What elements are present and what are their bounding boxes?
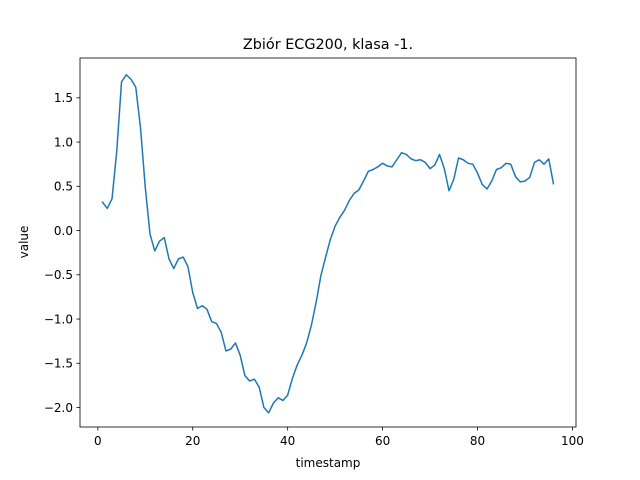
x-axis-ticks: 0 20 40 60 80 100 (94, 427, 584, 448)
y-axis-label: value (17, 226, 31, 259)
x-tick-label: 40 (280, 434, 295, 448)
y-tick-label: 0.5 (54, 180, 73, 194)
x-tick-label: 80 (470, 434, 485, 448)
x-tick-label: 20 (185, 434, 200, 448)
plot-area (79, 57, 577, 428)
x-axis-label: timestamp (296, 456, 361, 470)
y-tick-label: 0.0 (54, 224, 73, 238)
y-tick-label: 1.5 (54, 91, 73, 105)
y-tick-label: 1.0 (54, 135, 73, 149)
y-tick-label: −1.0 (44, 312, 73, 326)
plot-frame (79, 57, 577, 428)
y-tick-label: −1.5 (44, 357, 73, 371)
y-tick-label: −0.5 (44, 268, 73, 282)
chart-title: Zbiór ECG200, klasa -1. (243, 37, 413, 53)
x-tick-label: 0 (94, 434, 102, 448)
y-tick-label: −2.0 (44, 401, 73, 415)
x-tick-label: 60 (375, 434, 390, 448)
x-tick-label: 100 (561, 434, 584, 448)
series-line-0 (101, 74, 555, 414)
y-axis-ticks: −2.0 −1.5 −1.0 −0.5 0.0 0.5 1.0 1.5 (44, 91, 80, 415)
